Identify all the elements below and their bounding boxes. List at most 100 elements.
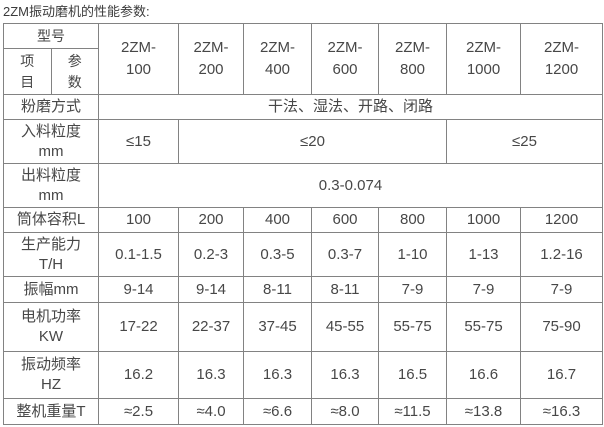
table-cell: 22-37 bbox=[178, 302, 244, 352]
table-cell: 1-13 bbox=[446, 232, 521, 277]
table-cell: ≈6.6 bbox=[243, 398, 312, 425]
row-label-line: 出料粒度 bbox=[20, 166, 81, 184]
table-cell: ≤15 bbox=[98, 119, 179, 164]
table-cell: 9-14 bbox=[178, 276, 244, 303]
table-cell: 100 bbox=[98, 207, 179, 233]
row-label-line: HZ bbox=[41, 376, 61, 393]
page-title: 2ZM振动磨机的性能参数: bbox=[3, 4, 150, 19]
row-label: 电机功率 KW bbox=[3, 302, 99, 352]
table-cell: 200 bbox=[178, 207, 244, 233]
row-label: 筒体容积L bbox=[3, 207, 99, 233]
row-label-line: 入料粒度 bbox=[20, 122, 81, 140]
table-cell: 75-90 bbox=[520, 302, 603, 352]
table-cell: 0.3-7 bbox=[311, 232, 379, 277]
corner-param-label: 参数 bbox=[67, 52, 82, 90]
table-cell: 8-11 bbox=[243, 276, 312, 303]
table-cell: 45-55 bbox=[311, 302, 379, 352]
table-cell: 16.3 bbox=[243, 351, 312, 399]
row-label-line: KW bbox=[38, 328, 64, 345]
table-cell: ≈8.0 bbox=[311, 398, 379, 425]
table-cell: 400 bbox=[243, 207, 312, 233]
row-label: 振动频率 HZ bbox=[3, 351, 99, 399]
row-label-line: 粉磨方式 bbox=[20, 98, 81, 115]
table-cell: 1.2-16 bbox=[520, 232, 603, 277]
column-header-line: 2ZM- bbox=[466, 39, 501, 56]
corner-param-cell: 参数 bbox=[52, 49, 98, 94]
corner-wrap: 型号 项目 参数 bbox=[4, 25, 98, 94]
column-header: 2ZM- 600 bbox=[311, 23, 379, 95]
table-cell: 600 bbox=[311, 207, 379, 233]
column-header-line: 2ZM- bbox=[121, 39, 156, 56]
column-header-line: 2ZM- bbox=[193, 39, 229, 56]
table-cell: ≈11.5 bbox=[378, 398, 447, 425]
table-cell: 0.3-5 bbox=[243, 232, 312, 277]
row-label: 出料粒度 mm bbox=[3, 163, 99, 208]
column-header: 2ZM- 1000 bbox=[446, 23, 521, 95]
row-label: 粉磨方式 bbox=[3, 94, 99, 120]
corner-item-label: 项目 bbox=[20, 52, 35, 90]
row-label: 入料粒度 mm bbox=[3, 119, 99, 164]
table-cell: 55-75 bbox=[378, 302, 447, 352]
row-label: 振幅mm bbox=[3, 276, 99, 303]
table-cell: 1200 bbox=[520, 207, 603, 233]
column-header-line: 400 bbox=[264, 61, 291, 78]
table-cell: 7-9 bbox=[446, 276, 521, 303]
corner-item-cell: 项目 bbox=[5, 49, 52, 94]
row-label-line: 生产能力 bbox=[20, 235, 81, 253]
table-cell: 0.3-0.074 bbox=[98, 163, 603, 208]
table-cell: 16.3 bbox=[178, 351, 244, 399]
table-cell: 0.1-1.5 bbox=[98, 232, 179, 277]
table-cell: 7-9 bbox=[378, 276, 447, 303]
table-cell: ≈4.0 bbox=[178, 398, 244, 425]
column-header-line: 2ZM- bbox=[544, 39, 579, 56]
column-header: 2ZM- 100 bbox=[98, 23, 179, 95]
table-cell: 37-45 bbox=[243, 302, 312, 352]
column-header-line: 100 bbox=[125, 61, 152, 78]
table-cell: 55-75 bbox=[446, 302, 521, 352]
table-row: 筒体容积L 100 200 400 600 800 1000 1200 bbox=[3, 207, 603, 233]
row-label: 生产能力 T/H bbox=[3, 232, 99, 277]
column-header-line: 1200 bbox=[544, 61, 579, 78]
row-label-line: 振动频率 bbox=[20, 356, 81, 373]
table-cell: 17-22 bbox=[98, 302, 179, 352]
column-header: 2ZM- 800 bbox=[378, 23, 447, 95]
row-label-line: 振幅mm bbox=[23, 280, 79, 298]
table-row: 电机功率 KW 17-22 22-37 37-45 45-55 55-75 55-75 75-9… bbox=[3, 302, 603, 352]
table-row: 振幅mm 9-14 9-14 8-11 8-11 7-9 7-9 7-9 bbox=[3, 276, 603, 303]
column-header-line: 600 bbox=[332, 61, 358, 78]
row-label-line: 电机功率 bbox=[20, 308, 81, 325]
spec-table: 型号 项目 参数 2ZM- 100 2ZM- 200 2ZM- 400 2ZM- 600 2ZM… bbox=[3, 23, 603, 425]
table-cell: 干法、湿法、开路、闭路 bbox=[98, 94, 603, 120]
table-cell: 16.3 bbox=[311, 351, 379, 399]
table-cell: 800 bbox=[378, 207, 447, 233]
table-row: 生产能力 T/H 0.1-1.5 0.2-3 0.3-5 0.3-7 1-10 1-13 1.2… bbox=[3, 232, 603, 277]
table-row: 整机重量T ≈2.5 ≈4.0 ≈6.6 ≈8.0 ≈11.5 ≈13.8 ≈16.3 bbox=[3, 398, 603, 425]
column-header-line: 1000 bbox=[466, 61, 501, 78]
column-header-line: 2ZM- bbox=[395, 39, 430, 56]
spec-table-body: 粉磨方式 干法、湿法、开路、闭路 入料粒度 mm ≤15 ≤20 ≤25 出料粒度 mm 0.3-… bbox=[3, 94, 603, 425]
table-cell: 8-11 bbox=[311, 276, 379, 303]
table-cell: ≤20 bbox=[178, 119, 447, 164]
table-cell: 1000 bbox=[446, 207, 521, 233]
table-cell: 9-14 bbox=[98, 276, 179, 303]
table-cell: 1-10 bbox=[378, 232, 447, 277]
header-row: 型号 项目 参数 2ZM- 100 2ZM- 200 2ZM- 400 2ZM- 600 2ZM… bbox=[3, 23, 603, 95]
table-cell: 0.2-3 bbox=[178, 232, 244, 277]
table-cell: ≈13.8 bbox=[446, 398, 521, 425]
table-cell: ≈16.3 bbox=[520, 398, 603, 425]
row-label-line: T/H bbox=[38, 255, 64, 273]
table-cell: 16.5 bbox=[378, 351, 447, 399]
table-cell: 16.6 bbox=[446, 351, 521, 399]
table-row: 入料粒度 mm ≤15 ≤20 ≤25 bbox=[3, 119, 603, 164]
column-header-line: 800 bbox=[399, 61, 426, 78]
corner-header-cell: 型号 项目 参数 bbox=[3, 23, 99, 95]
table-cell: 16.2 bbox=[98, 351, 179, 399]
row-label-line: 筒体容积L bbox=[16, 211, 86, 228]
table-cell: ≤25 bbox=[446, 119, 603, 164]
table-row: 粉磨方式 干法、湿法、开路、闭路 bbox=[3, 94, 603, 120]
column-header: 2ZM- 400 bbox=[243, 23, 312, 95]
column-header-line: 2ZM- bbox=[327, 39, 363, 56]
row-label-line: mm bbox=[38, 142, 64, 160]
table-row: 出料粒度 mm 0.3-0.074 bbox=[3, 163, 603, 208]
